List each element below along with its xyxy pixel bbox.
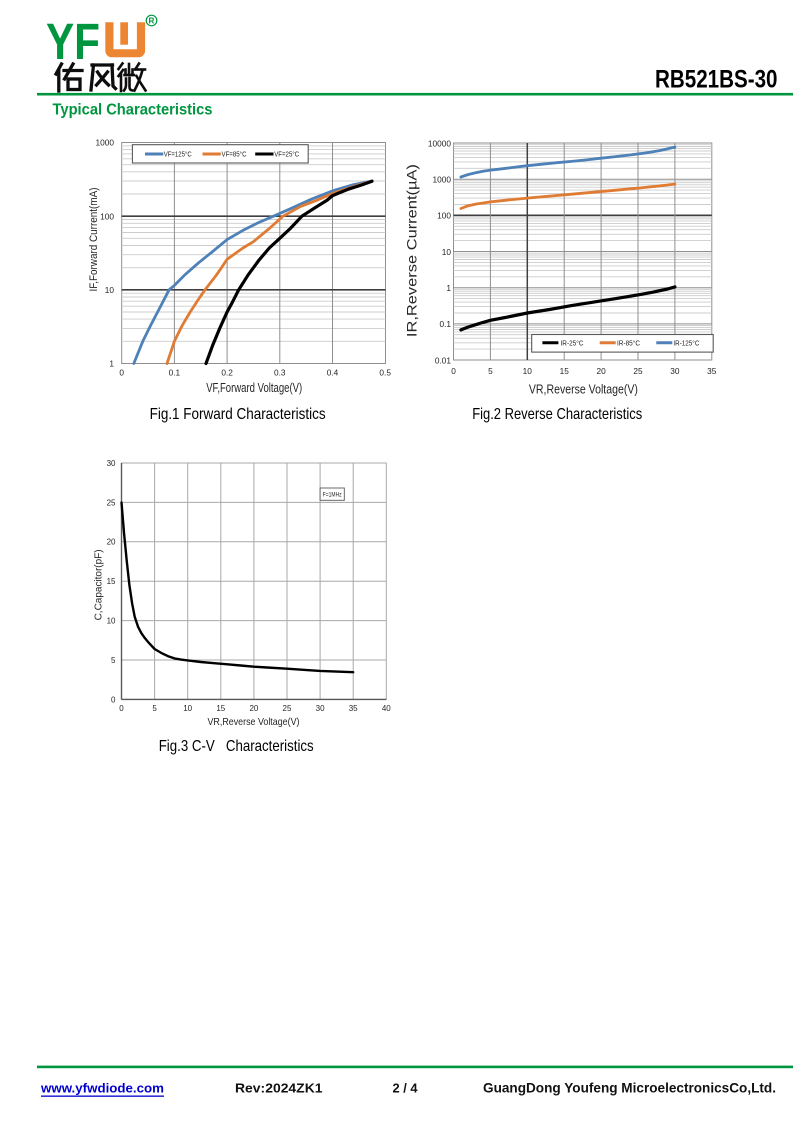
svg-text:30: 30 — [316, 704, 325, 713]
svg-text:RB521BS-30: RB521BS-30 — [655, 66, 778, 94]
svg-text:5: 5 — [488, 366, 493, 376]
svg-text:35: 35 — [349, 704, 358, 713]
svg-text:25: 25 — [283, 704, 292, 713]
svg-text:0: 0 — [451, 366, 456, 376]
svg-text:10: 10 — [107, 617, 116, 626]
svg-text:10: 10 — [183, 704, 192, 713]
svg-text:R: R — [149, 17, 155, 26]
svg-text:0.1: 0.1 — [439, 319, 451, 329]
svg-text:0.5: 0.5 — [379, 368, 391, 378]
svg-text:0.2: 0.2 — [221, 368, 233, 378]
svg-text:10: 10 — [105, 285, 115, 295]
svg-text:30: 30 — [670, 366, 680, 376]
svg-text:20: 20 — [107, 538, 116, 547]
svg-text:5: 5 — [152, 704, 157, 713]
svg-text:0: 0 — [119, 704, 124, 713]
svg-text:1000: 1000 — [433, 175, 452, 185]
svg-text:10: 10 — [442, 247, 452, 257]
svg-text:0.1: 0.1 — [169, 368, 181, 378]
svg-text:10: 10 — [523, 366, 533, 376]
svg-text:100: 100 — [437, 211, 451, 221]
svg-text:YF: YF — [46, 13, 100, 70]
svg-text:Rev:2024ZK1: Rev:2024ZK1 — [235, 1081, 323, 1096]
svg-text:F=1MHz: F=1MHz — [323, 491, 342, 498]
svg-text:VF=25°C: VF=25°C — [274, 151, 299, 159]
svg-text:0.4: 0.4 — [327, 368, 339, 378]
svg-text:C,Capacitor(pF): C,Capacitor(pF) — [93, 549, 105, 620]
svg-text:VF,Forward Voltage(V): VF,Forward Voltage(V) — [206, 381, 302, 395]
svg-text:Typical Characteristics: Typical Characteristics — [53, 102, 213, 119]
svg-text:0.01: 0.01 — [435, 355, 452, 365]
svg-text:2 / 4: 2 / 4 — [393, 1082, 418, 1096]
svg-text:Fig.3 C-V Characteristics: Fig.3 C-V Characteristics — [159, 738, 314, 755]
svg-text:30: 30 — [107, 459, 116, 468]
svg-text:0: 0 — [119, 368, 124, 378]
svg-text:IR,Reverse Current(µA): IR,Reverse Current(µA) — [405, 164, 420, 337]
svg-text:20: 20 — [249, 704, 258, 713]
svg-text:35: 35 — [707, 366, 717, 376]
svg-text:IR-125°C: IR-125°C — [673, 340, 699, 348]
svg-text:IR-85°C: IR-85°C — [617, 340, 640, 348]
svg-text:Fig.1 Forward Characteristics: Fig.1 Forward Characteristics — [150, 406, 326, 423]
svg-text:IR-25°C: IR-25°C — [561, 340, 584, 348]
svg-text:Fig.2 Reverse Characteristics: Fig.2 Reverse Characteristics — [472, 406, 642, 423]
svg-text:100: 100 — [100, 211, 114, 221]
svg-text:GuangDong Youfeng Microelectro: GuangDong Youfeng MicroelectronicsCo,Ltd… — [483, 1081, 776, 1096]
svg-text:0: 0 — [111, 695, 116, 704]
svg-text:15: 15 — [560, 366, 570, 376]
svg-text:1000: 1000 — [96, 138, 115, 148]
svg-text:10000: 10000 — [428, 138, 451, 148]
svg-text:15: 15 — [107, 577, 116, 586]
svg-text:20: 20 — [596, 366, 606, 376]
svg-text:VF=85°C: VF=85°C — [222, 151, 247, 159]
svg-text:VF=125°C: VF=125°C — [164, 151, 192, 159]
svg-text:VR,Reverse Voltage(V): VR,Reverse Voltage(V) — [529, 383, 638, 397]
svg-text:0.3: 0.3 — [274, 368, 286, 378]
svg-text:25: 25 — [107, 498, 116, 507]
svg-text:VR,Reverse Voltage(V): VR,Reverse Voltage(V) — [208, 716, 300, 728]
svg-text:www.yfwdiode.com: www.yfwdiode.com — [40, 1082, 164, 1096]
svg-text:1: 1 — [109, 359, 114, 369]
svg-text:25: 25 — [633, 366, 643, 376]
svg-text:1: 1 — [446, 283, 451, 293]
svg-text:40: 40 — [382, 704, 391, 713]
svg-text:IF,Forward Current(mA): IF,Forward Current(mA) — [88, 188, 100, 292]
svg-text:15: 15 — [216, 704, 225, 713]
svg-text:5: 5 — [111, 656, 116, 665]
